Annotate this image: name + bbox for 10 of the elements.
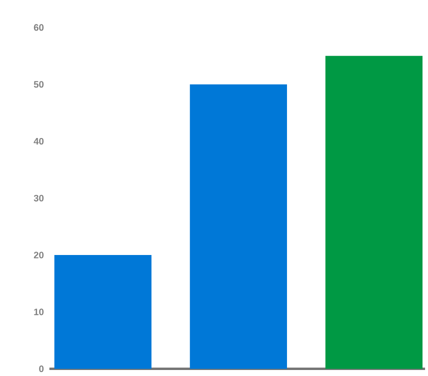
y-tick-label: 10: [34, 308, 44, 316]
y-tick-label: 0: [39, 366, 44, 372]
y-tick-label: 30: [34, 195, 44, 202]
bar: [325, 56, 423, 370]
y-tick-label: 40: [34, 138, 44, 145]
y-tick-label: 20: [34, 252, 44, 259]
bar: [190, 84, 287, 370]
bar: [54, 255, 152, 370]
y-tick-label: 60: [34, 24, 44, 31]
y-tick-label: 50: [34, 81, 44, 88]
